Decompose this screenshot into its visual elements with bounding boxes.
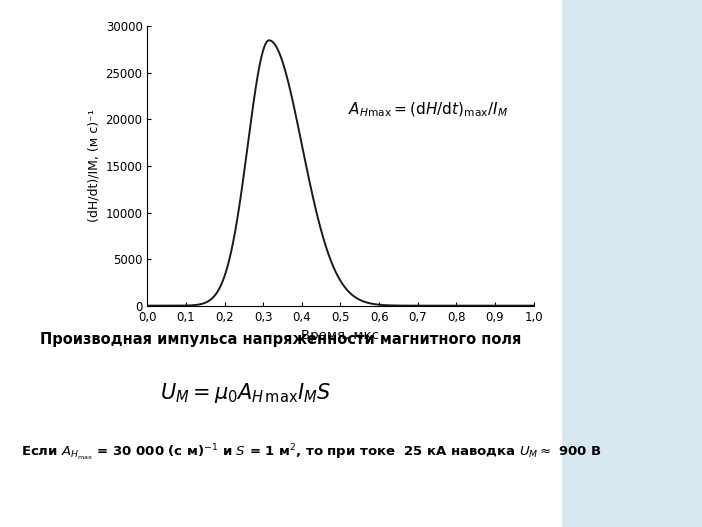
- Text: $U_M = \mu_0 A_{H\,\mathrm{max}} I_M S$: $U_M = \mu_0 A_{H\,\mathrm{max}} I_M S$: [160, 380, 331, 405]
- Text: $A_{H\mathrm{max}} = (\mathrm{d}H/\mathrm{d}t)_{\mathrm{max}}/I_M$: $A_{H\mathrm{max}} = (\mathrm{d}H/\mathr…: [348, 101, 508, 119]
- X-axis label: Время, мкс: Время, мкс: [301, 329, 380, 342]
- Y-axis label: (dH/dt)/IМ, (м с)⁻¹: (dH/dt)/IМ, (м с)⁻¹: [87, 110, 100, 222]
- Text: Если $A_{H_{\mathrm{max}}}$ = 30 000 (с м)$^{-1}$ и $S$ = 1 м$^2$, то при токе  : Если $A_{H_{\mathrm{max}}}$ = 30 000 (с …: [21, 443, 602, 463]
- Text: Производная импульса напряженности магнитного поля: Производная импульса напряженности магни…: [40, 333, 522, 347]
